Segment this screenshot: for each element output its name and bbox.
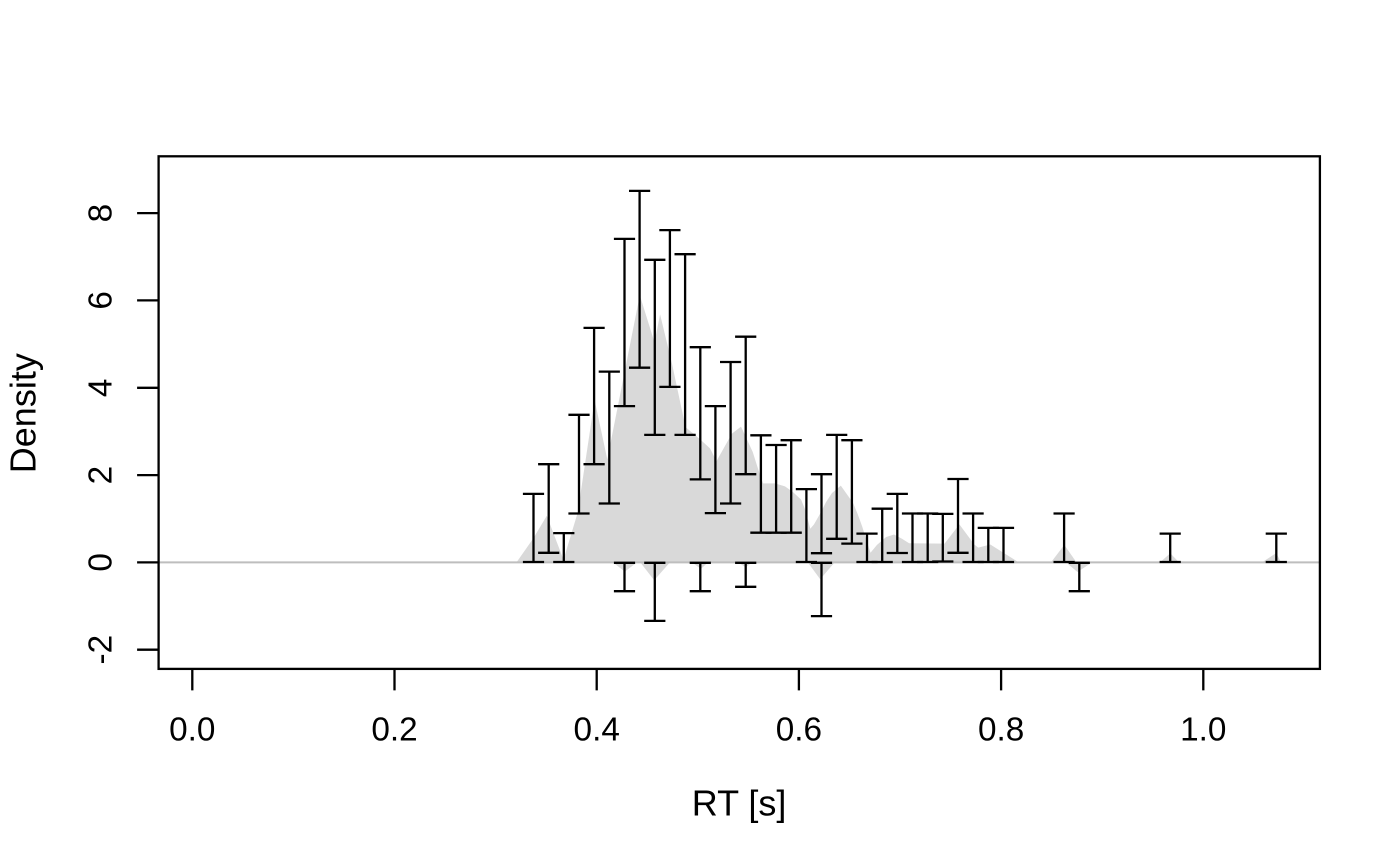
svg-text:4: 4 (83, 379, 120, 398)
svg-text:0: 0 (83, 553, 120, 572)
svg-text:8: 8 (83, 204, 120, 223)
svg-text:-2: -2 (83, 635, 120, 665)
svg-text:RT [s]: RT [s] (692, 783, 787, 824)
svg-text:0.2: 0.2 (371, 712, 417, 749)
svg-text:0.4: 0.4 (574, 712, 620, 749)
svg-text:0.6: 0.6 (776, 712, 822, 749)
svg-text:1.0: 1.0 (1180, 712, 1226, 749)
svg-text:2: 2 (83, 466, 120, 485)
svg-text:0.0: 0.0 (169, 712, 215, 749)
svg-text:6: 6 (83, 291, 120, 310)
svg-text:Density: Density (3, 353, 44, 473)
svg-text:0.8: 0.8 (978, 712, 1024, 749)
